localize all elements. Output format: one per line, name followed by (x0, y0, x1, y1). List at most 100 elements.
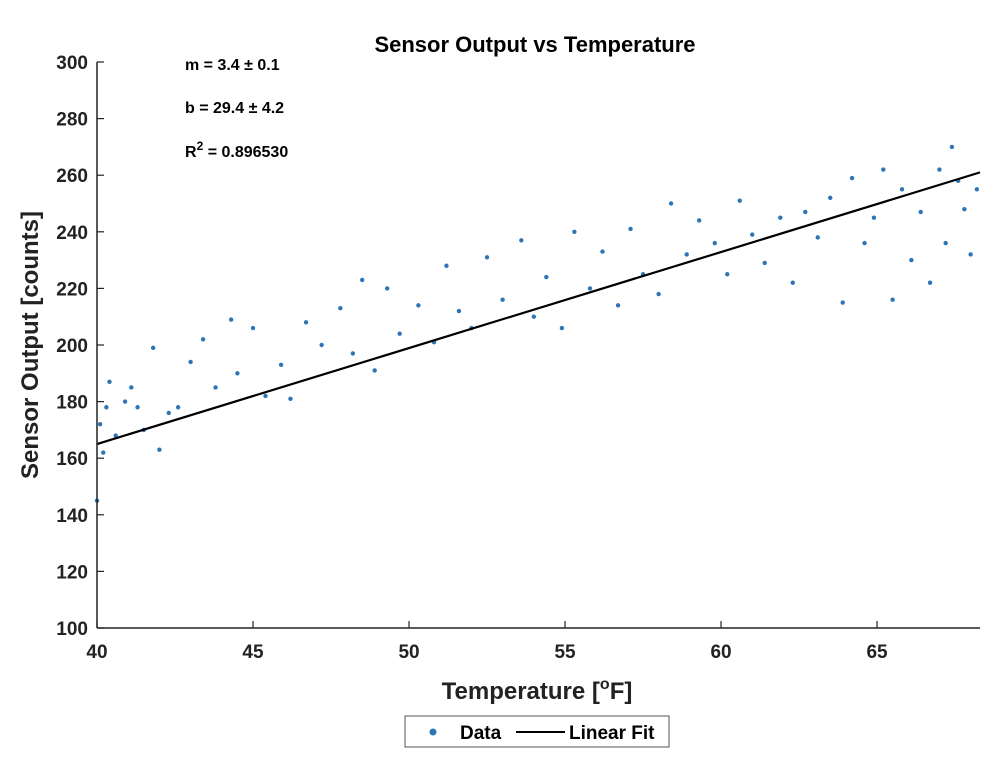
data-point (228, 317, 234, 322)
r-squared-superscript: 2 (197, 139, 204, 153)
data-point (628, 226, 633, 232)
data-point (968, 252, 973, 257)
data-point (572, 229, 577, 234)
data-point (372, 368, 377, 373)
chart-title: Sensor Output vs Temperature (374, 32, 695, 57)
data-point (668, 201, 674, 206)
data-point (712, 240, 717, 246)
data-point (828, 195, 833, 201)
data-point (350, 351, 356, 356)
data-point (725, 272, 730, 277)
data-point (150, 345, 156, 351)
y-tick-label: 140 (56, 506, 88, 527)
data-point (615, 303, 621, 308)
data-point (815, 235, 820, 240)
data-point (338, 306, 343, 311)
y-tick-label: 180 (56, 393, 88, 414)
y-tick-label: 260 (56, 166, 88, 187)
annotation-intercept: b = 29.4 ± 4.2 (185, 100, 284, 117)
data-point (200, 337, 206, 342)
data-point (104, 405, 109, 410)
linear-fit-line (96, 171, 981, 446)
legend: Data Linear Fit (404, 715, 670, 748)
data-point (927, 280, 933, 285)
x-tick-label: 55 (554, 642, 576, 663)
x-tick-label: 65 (866, 642, 888, 663)
y-tick-label: 100 (56, 619, 88, 640)
x-tick-label: 40 (86, 642, 107, 663)
data-point (587, 286, 593, 291)
data-point (166, 410, 171, 416)
data-point (737, 198, 742, 203)
data-point (862, 240, 867, 246)
data-point (113, 433, 118, 438)
x-axis-label-main: Temperature [ (442, 678, 600, 705)
data-point (384, 286, 390, 291)
data-point (890, 297, 895, 302)
data-point (303, 320, 309, 325)
x-axis-label: Temperature [oF] (442, 676, 633, 705)
annotation-r-squared: R2 = 0.896530 (185, 139, 288, 161)
data-point (263, 393, 268, 399)
r-squared-prefix: R (185, 144, 197, 161)
x-tick-label: 45 (242, 642, 264, 663)
data-point (444, 263, 449, 268)
data-point (135, 405, 140, 410)
plot-area (97, 62, 980, 628)
data-point (188, 359, 193, 365)
data-point (871, 215, 877, 220)
data-point (849, 175, 855, 181)
annotation-slope: m = 3.4 ± 0.1 (185, 57, 280, 74)
y-tick-label: 280 (56, 110, 88, 131)
data-point (97, 422, 103, 427)
x-axis-label-superscript: o (600, 676, 610, 693)
data-point (881, 167, 886, 172)
data-point (803, 209, 808, 215)
y-tick-label: 120 (56, 562, 88, 583)
data-point (778, 215, 783, 220)
y-tick-label: 300 (56, 53, 88, 74)
data-point (559, 325, 565, 331)
data-point (397, 331, 402, 336)
data-point (484, 255, 490, 260)
data-point (949, 144, 955, 150)
data-point (213, 385, 218, 390)
data-point (278, 362, 284, 368)
data-point (974, 187, 980, 192)
x-axis-label-unit: F] (610, 678, 633, 705)
data-point (288, 396, 293, 401)
data-point (319, 342, 324, 348)
data-point (129, 385, 134, 390)
legend-label-linear-fit: Linear Fit (569, 723, 655, 744)
data-point (918, 209, 923, 215)
data-point (519, 238, 524, 243)
data-point (175, 405, 181, 410)
data-point (531, 314, 537, 319)
data-point (696, 218, 702, 223)
legend-label-data: Data (460, 723, 502, 744)
data-point (684, 252, 689, 257)
data-point (456, 308, 462, 314)
data-point (600, 249, 605, 254)
y-tick-label: 200 (56, 336, 88, 357)
y-axis-ticks: 100 120 140 160 180 200 220 240 260 280 300 (56, 53, 104, 640)
y-tick-label: 160 (56, 449, 88, 470)
data-point (943, 240, 948, 246)
legend-data-marker (429, 728, 437, 736)
y-tick-label: 220 (56, 279, 88, 300)
x-axis-ticks: 40 45 50 55 60 65 (86, 621, 888, 663)
y-axis-label: Sensor Output [counts] (17, 211, 44, 479)
data-point (235, 371, 240, 376)
data-point (656, 291, 661, 297)
data-point (899, 187, 905, 192)
data-point (750, 232, 755, 237)
data-point (790, 280, 795, 285)
data-point (962, 206, 967, 212)
data-point (360, 277, 365, 283)
data-point (937, 167, 942, 172)
data-point (762, 260, 767, 266)
data-point (840, 300, 845, 305)
data-point (157, 447, 162, 452)
data-point (416, 303, 421, 308)
